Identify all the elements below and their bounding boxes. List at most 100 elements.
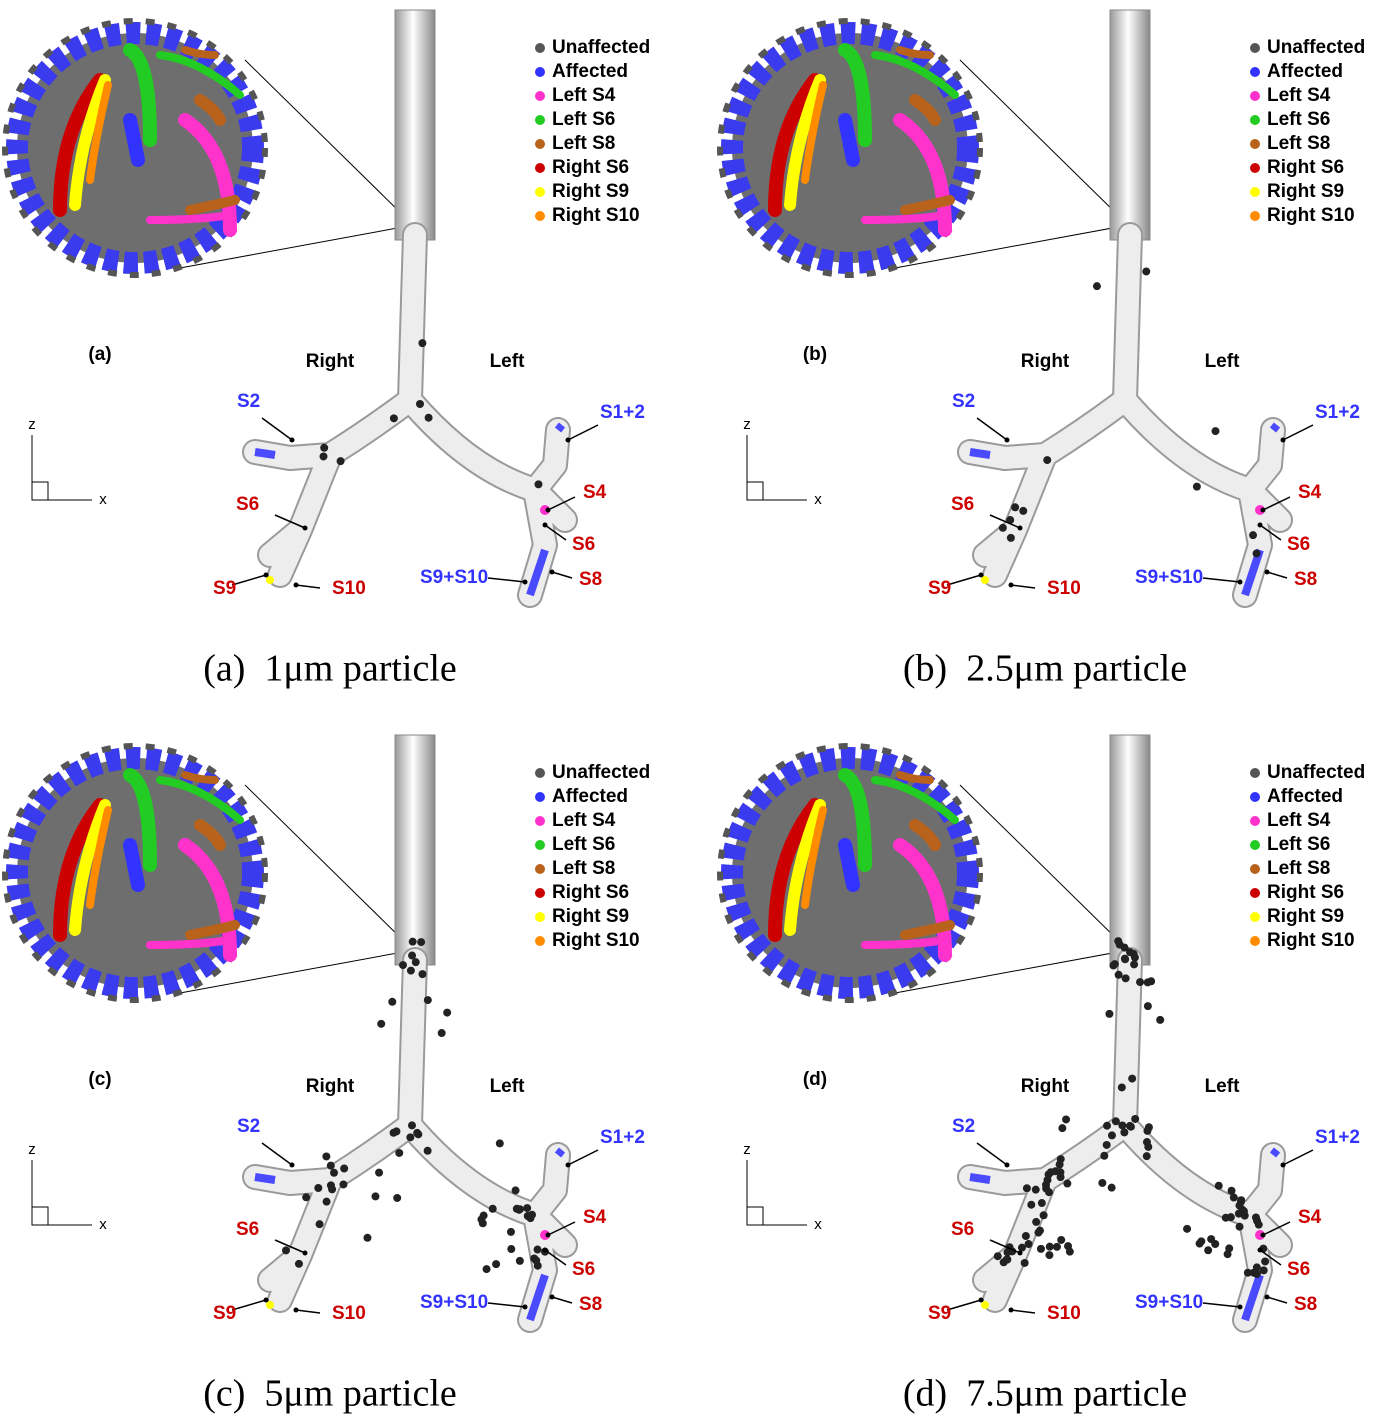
particle — [1056, 1173, 1065, 1182]
legend-label: Right S9 — [1267, 181, 1344, 202]
legend-label: Left S8 — [1267, 133, 1330, 154]
segment-arrow — [295, 1309, 321, 1314]
particle — [1107, 1183, 1116, 1192]
panel: Unaffected Affected Left S4 Left S6 Left S8 R… — [2, 9, 650, 690]
arrow-head — [1264, 1294, 1270, 1300]
panel: Unaffected Affected Left S4 Left S6 Left S8 R… — [2, 734, 650, 1415]
arrow-head — [289, 1162, 295, 1168]
legend-marker — [1250, 840, 1260, 850]
caption: (a) 1μm particle — [203, 648, 457, 690]
arrow-head — [522, 579, 528, 585]
caption: (c) 5μm particle — [203, 1373, 457, 1415]
trachea — [394, 9, 436, 241]
particle — [406, 1133, 415, 1142]
segment-label: S10 — [332, 578, 366, 599]
legend-marker — [1250, 91, 1260, 101]
deposition-band — [123, 838, 145, 892]
particle — [506, 1227, 515, 1236]
segment-label: S2 — [237, 1116, 260, 1137]
segment-label: S8 — [579, 569, 602, 590]
particle — [1021, 1232, 1030, 1241]
particle — [492, 1260, 501, 1269]
airway — [959, 949, 1291, 1331]
particle — [1142, 1138, 1151, 1147]
segment-label: S9+S10 — [1135, 567, 1203, 588]
deposition-band — [185, 920, 240, 940]
particle — [1002, 1255, 1011, 1264]
deposition-band — [900, 920, 955, 940]
particle — [1192, 482, 1201, 491]
legend-marker — [1250, 139, 1260, 149]
segment-label: S2 — [237, 391, 260, 412]
segment-arrow — [1010, 1309, 1036, 1314]
particle — [326, 1181, 335, 1190]
legend-label: Left S6 — [552, 834, 615, 855]
legend-marker — [535, 139, 545, 149]
particle — [1062, 1115, 1071, 1124]
particle — [1043, 1176, 1052, 1185]
particle — [1011, 503, 1020, 512]
segment-label: S9+S10 — [420, 1292, 488, 1313]
deposition-band — [86, 806, 112, 909]
particle — [408, 937, 417, 946]
arrow-head — [565, 1162, 571, 1168]
arrow-head — [293, 582, 299, 588]
particle — [534, 480, 543, 489]
legend-label: Right S6 — [1267, 157, 1344, 178]
arrow-head — [1008, 582, 1014, 588]
blue-branch — [969, 1147, 1281, 1322]
axis-label: z — [743, 1141, 751, 1158]
particle — [1143, 1002, 1152, 1011]
particle — [1130, 953, 1139, 962]
particle — [330, 1168, 339, 1177]
particle — [417, 938, 426, 947]
legend-label: Right S6 — [1267, 882, 1344, 903]
segment-arrow — [487, 577, 526, 583]
particle — [1243, 1268, 1252, 1277]
particle — [315, 1220, 324, 1229]
axis-label: x — [814, 491, 822, 508]
legend-marker — [1250, 888, 1260, 898]
legend-marker — [1250, 67, 1260, 77]
segment-arrow — [274, 1239, 306, 1254]
blue-branch — [254, 422, 566, 597]
particle — [981, 1301, 989, 1309]
deposition-band — [900, 195, 955, 215]
deposition-band — [53, 73, 107, 217]
legend-label: Unaffected — [1267, 762, 1365, 783]
trachea — [1109, 9, 1151, 241]
legend-label: Left S6 — [1267, 834, 1330, 855]
arrow-head — [542, 522, 548, 528]
legend-marker — [1250, 864, 1260, 874]
particle — [1147, 977, 1156, 986]
legend-marker — [535, 840, 545, 850]
arrow-head — [1260, 507, 1266, 513]
legend-marker — [535, 67, 545, 77]
deposition-band — [181, 771, 219, 784]
segment-arrow — [1266, 1296, 1288, 1304]
particle — [340, 1164, 349, 1173]
segment-label: S9+S10 — [420, 567, 488, 588]
arrow-head — [545, 1232, 551, 1238]
legend-label: Affected — [552, 61, 628, 82]
particle — [488, 1204, 497, 1213]
particle — [523, 1212, 532, 1221]
particle — [495, 1139, 504, 1148]
particle — [1017, 1243, 1026, 1252]
deposition-band — [801, 81, 827, 184]
legend-marker — [1250, 816, 1260, 826]
legend-label: Right S10 — [552, 205, 640, 226]
particle — [1019, 506, 1028, 515]
particle — [1102, 1140, 1111, 1149]
particle — [1110, 960, 1119, 969]
connector-line — [244, 59, 411, 223]
particle — [511, 1186, 520, 1195]
airway — [244, 224, 576, 606]
segment-arrow — [946, 1299, 982, 1311]
segment-label: S6 — [1287, 1259, 1310, 1280]
panel: Unaffected Affected Left S4 Left S6 Left S8 R… — [717, 9, 1365, 690]
legend-label: Unaffected — [552, 762, 650, 783]
blue-branch — [254, 1147, 566, 1322]
segment-label: S6 — [951, 1219, 974, 1240]
